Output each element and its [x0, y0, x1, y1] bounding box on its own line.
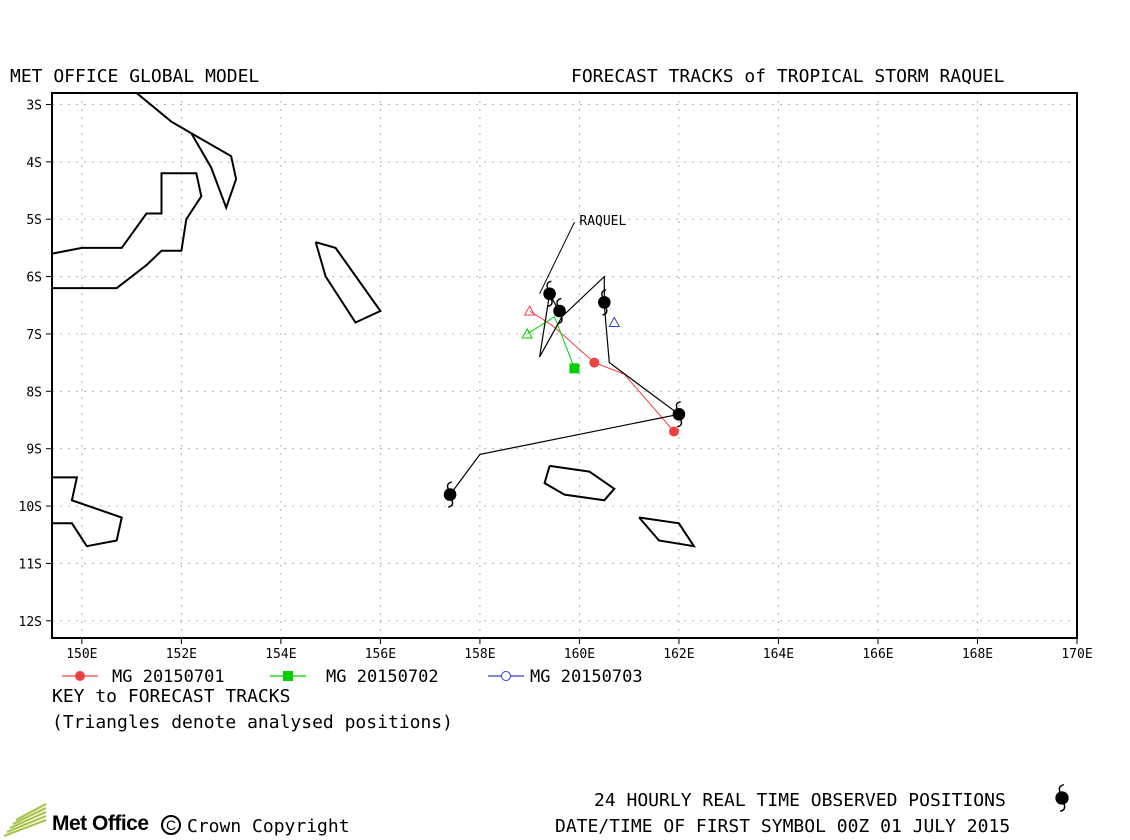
hurricane-arm: [547, 298, 553, 308]
coastline: [52, 172, 203, 290]
hurricane-body: [553, 304, 566, 318]
x-tick-label: 152E: [166, 647, 197, 662]
legend-marker-square: [283, 671, 293, 681]
legend-marker-open-circle: [501, 671, 511, 681]
forecast-point-circle: [668, 426, 679, 437]
observed-position-icon: [598, 289, 611, 316]
hurricane-body: [1055, 791, 1069, 805]
met-office-logo-icon: [15, 803, 47, 821]
hurricane-arm: [601, 289, 607, 298]
hurricane-arm: [448, 499, 454, 508]
footer-icons: [3, 783, 1069, 838]
x-tick-label: 156E: [365, 647, 396, 662]
hurricane-arm: [1058, 783, 1065, 793]
forecast-point-circle: [589, 357, 600, 368]
x-tick-label: 166E: [862, 647, 893, 662]
x-tick-label: 162E: [663, 647, 694, 662]
y-tick-label: 6S: [26, 271, 42, 286]
y-tick-label: 12S: [19, 615, 42, 630]
storm-label-leader: [539, 221, 575, 295]
coastlines: [52, 93, 696, 548]
x-tick-label: 164E: [763, 647, 794, 662]
copyright-icon: C: [161, 815, 181, 835]
observed-positions-label: 24 HOURLY REAL TIME OBSERVED POSITIONS: [594, 790, 1006, 811]
key-note: (Triangles denote analysed positions): [52, 712, 453, 733]
forecast-track-line: [529, 310, 675, 432]
y-tick-label: 11S: [19, 557, 42, 572]
y-tick-label: 5S: [26, 213, 42, 228]
forecast-title: FORECAST TRACKS of TROPICAL STORM RAQUEL: [571, 66, 1005, 87]
coastline: [543, 464, 616, 502]
hurricane-body: [543, 287, 556, 301]
met-office-logo-text: Met Office: [52, 812, 149, 835]
hurricane-arm: [556, 297, 562, 306]
analysed-position-triangle: [521, 327, 534, 339]
observed-position-icon: [672, 400, 686, 428]
hurricane-arm: [602, 307, 608, 316]
x-tick-label: 150E: [66, 647, 97, 662]
y-tick-label: 9S: [26, 443, 42, 458]
x-tick-label: 160E: [564, 647, 595, 662]
x-tick-label: 170E: [1061, 647, 1092, 662]
hurricane-arm: [1059, 803, 1066, 813]
y-tick-label: 4S: [26, 156, 42, 171]
forecast-track-line: [526, 315, 575, 369]
legend: MG 20150701 MG 20150702 MG 20150703: [62, 667, 643, 687]
analysed-position-triangle: [608, 316, 621, 327]
plot-frame: [51, 92, 1078, 639]
forecast-tracks: RAQUEL: [443, 214, 686, 508]
analysed-position-triangle: [523, 304, 536, 316]
observed-position-icon: [553, 297, 566, 325]
storm-label: RAQUEL: [579, 214, 626, 229]
coastline: [638, 516, 696, 548]
observed-position-icon: [443, 481, 457, 508]
legend-series-name: MG 20150703: [530, 667, 643, 687]
coastline: [52, 476, 123, 548]
key-title: KEY to FORECAST TRACKS: [52, 686, 291, 707]
map-grid: [52, 93, 1078, 638]
met-office-logo-icon: [12, 807, 47, 825]
x-tick-label: 154E: [265, 647, 296, 662]
y-tick-label: 10S: [19, 500, 42, 515]
observed-track-line: [449, 275, 681, 495]
model-title: MET OFFICE GLOBAL MODEL: [10, 66, 260, 87]
legend-series-name: MG 20150702: [326, 667, 439, 687]
first-symbol-datetime: DATE/TIME OF FIRST SYMBOL 00Z 01 JULY 20…: [555, 816, 1011, 837]
coastline: [314, 241, 382, 324]
met-office-logo-icon: [6, 814, 47, 834]
y-tick-label: 8S: [26, 385, 42, 400]
met-office-logo-icon: [9, 810, 47, 830]
hurricane-body: [598, 296, 611, 309]
x-tick-label: 168E: [962, 647, 993, 662]
hurricane-body: [443, 488, 457, 501]
hurricane-arm: [546, 280, 552, 289]
legend-marker-circle: [75, 671, 85, 681]
coastline: [135, 93, 238, 211]
hurricane-body: [672, 407, 686, 421]
hurricane-arm: [675, 400, 681, 410]
y-tick-label: 3S: [26, 98, 42, 113]
legend-series-name: MG 20150701: [112, 667, 225, 687]
met-office-logo-icon: [3, 818, 47, 838]
hurricane-arm: [676, 419, 683, 428]
y-tick-label: 7S: [26, 328, 42, 343]
map-axes: 150E 152E 154E 156E 158E 160E 162E 164E 166E 168E…: [19, 92, 1093, 662]
hurricane-arm: [557, 316, 563, 325]
hurricane-arm: [446, 481, 453, 490]
forecast-point-square: [569, 363, 580, 374]
x-tick-label: 158E: [464, 647, 495, 662]
observed-track-segment: [539, 293, 563, 358]
observed-position-icon: [543, 280, 556, 308]
observed-positions-key-icon: [1055, 783, 1069, 813]
copyright-text: Crown Copyright: [187, 816, 350, 837]
copyright-symbol: C: [165, 817, 177, 833]
